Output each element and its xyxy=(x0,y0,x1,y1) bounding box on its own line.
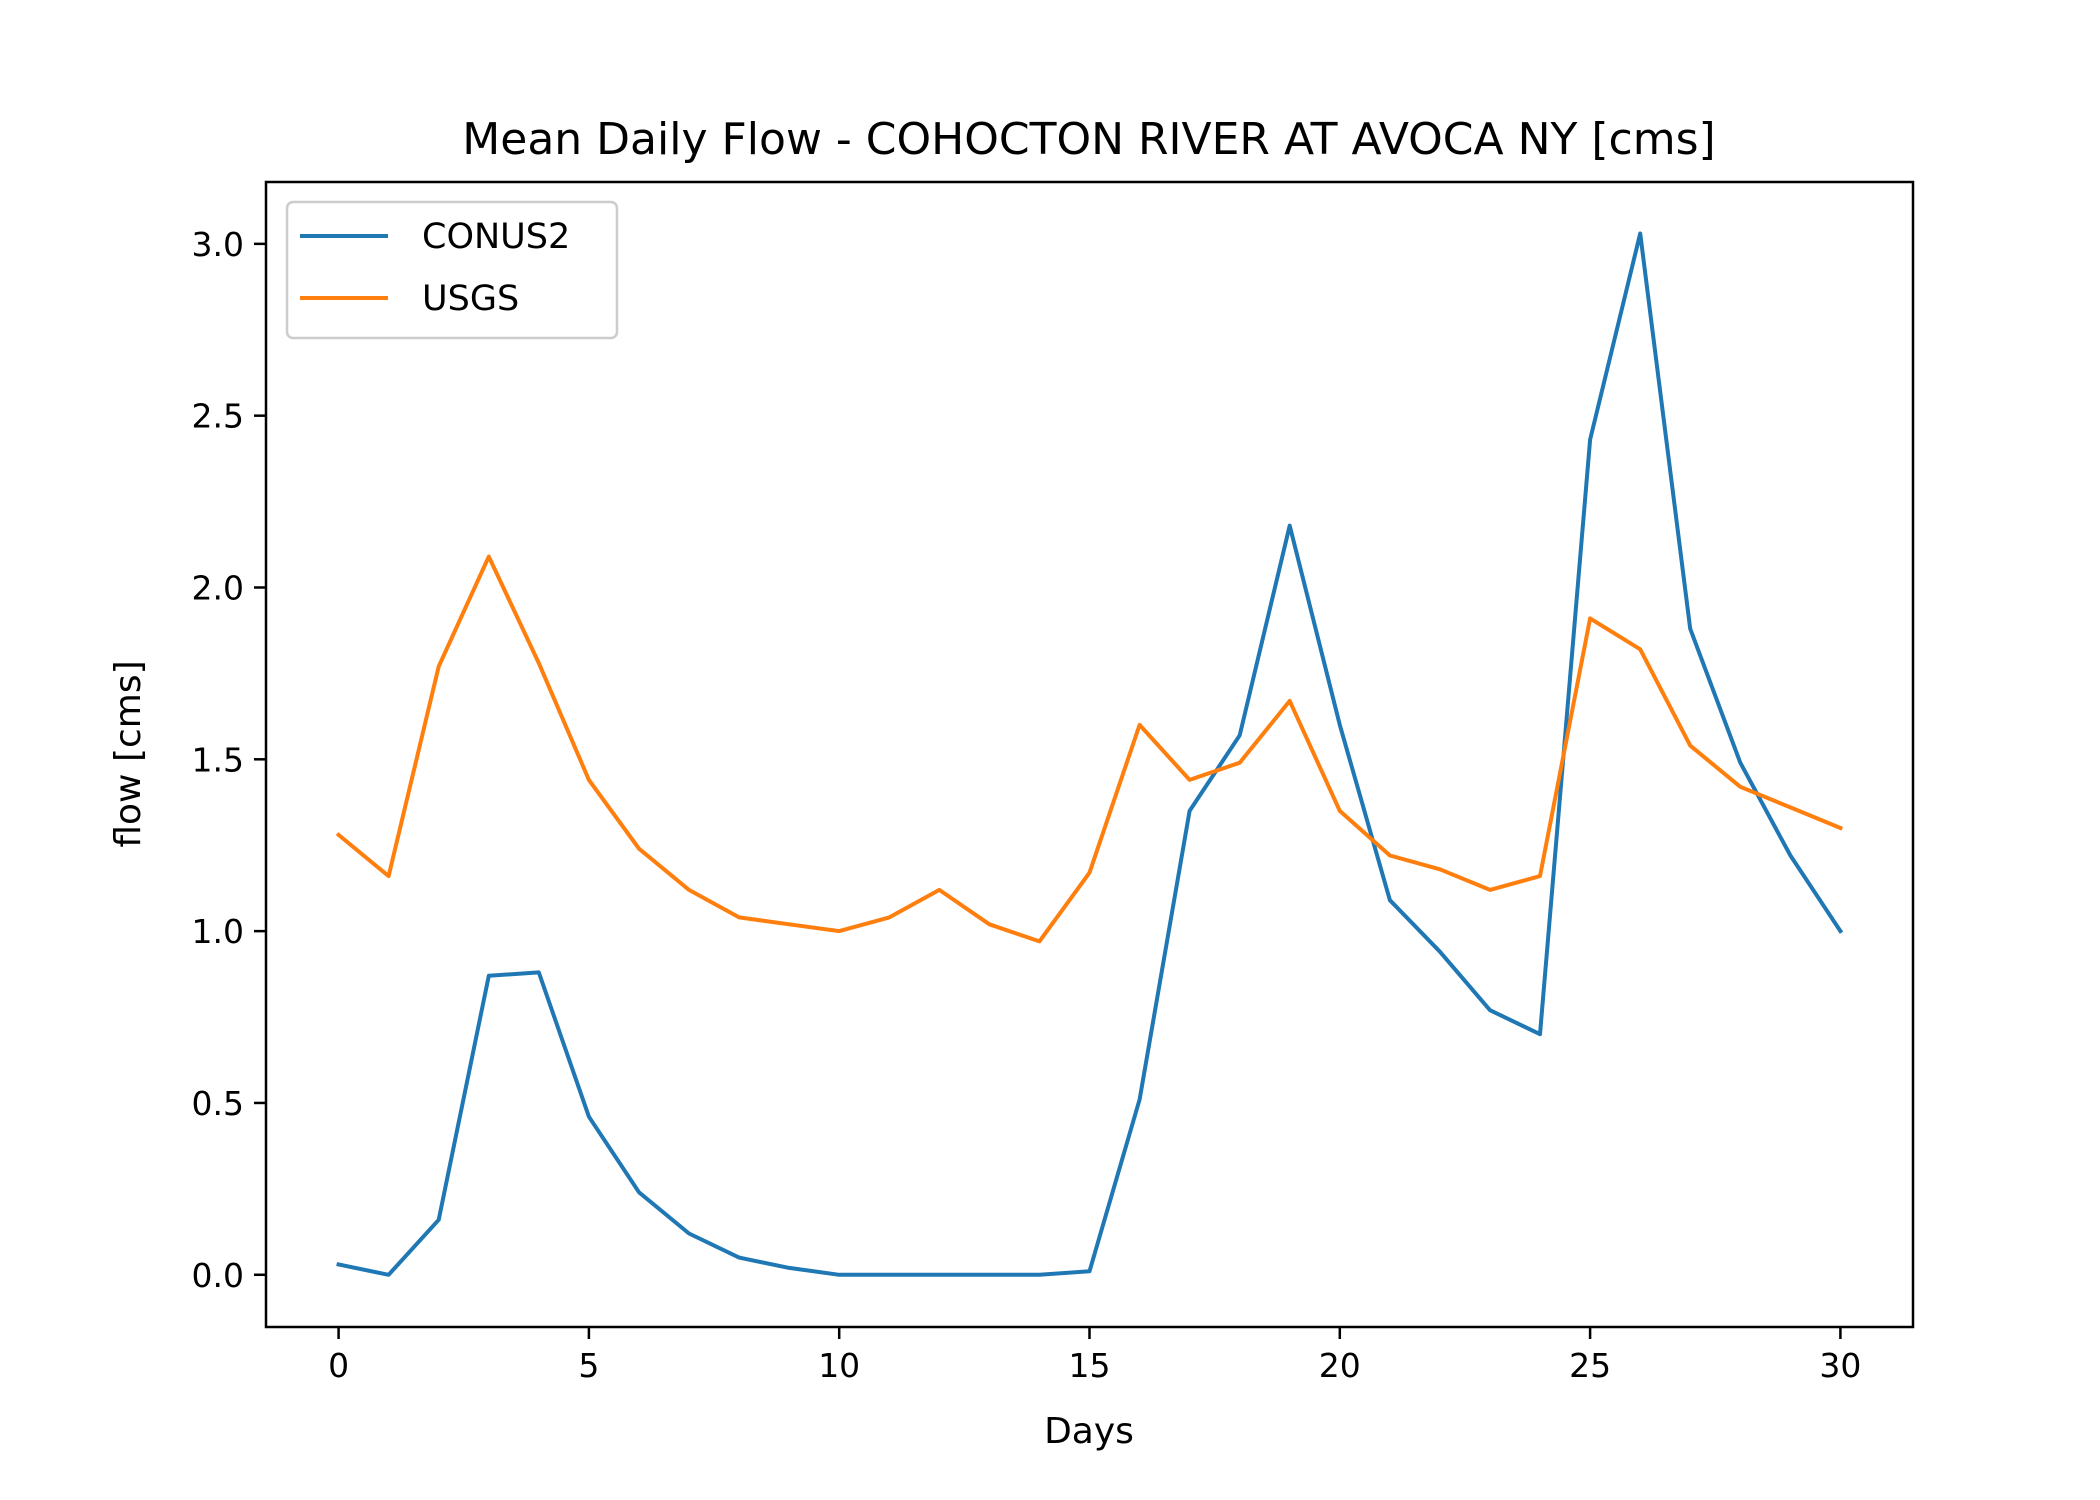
y-tick-label: 0.5 xyxy=(192,1084,244,1123)
chart-title: Mean Daily Flow - COHOCTON RIVER AT AVOC… xyxy=(462,114,1715,165)
x-tick-label: 20 xyxy=(1319,1346,1361,1385)
x-axis-label: Days xyxy=(1044,1411,1134,1452)
series-line-usgs xyxy=(335,554,1844,944)
series-line-conus2 xyxy=(336,231,1844,1277)
series-layer xyxy=(335,231,1844,1277)
x-tick-label: 15 xyxy=(1069,1346,1111,1385)
plot-area-frame xyxy=(264,180,1915,1329)
y-tick-label: 2.5 xyxy=(192,397,244,436)
x-tick-label: 25 xyxy=(1569,1346,1611,1385)
y-tick-label: 3.0 xyxy=(192,225,244,264)
y-tick-label: 2.0 xyxy=(192,568,244,607)
x-tick-label: 10 xyxy=(818,1346,860,1385)
y-tick-label: 1.5 xyxy=(192,740,244,779)
y-tick-label: 0.0 xyxy=(192,1256,244,1295)
legend: CONUS2 USGS xyxy=(285,200,619,340)
x-tick-label: 0 xyxy=(328,1346,349,1385)
x-tick-label: 30 xyxy=(1819,1346,1861,1385)
x-axis: 0 5 10 15 20 25 30 xyxy=(328,1327,1861,1385)
x-tick-label: 5 xyxy=(578,1346,599,1385)
legend-label-usgs: USGS xyxy=(422,279,519,319)
legend-label-conus2: CONUS2 xyxy=(422,217,570,257)
y-tick-label: 1.0 xyxy=(192,912,244,951)
y-axis-label: flow [cms] xyxy=(108,660,149,847)
y-axis: 0.0 0.5 1.0 1.5 2.0 2.5 3.0 xyxy=(192,225,266,1295)
